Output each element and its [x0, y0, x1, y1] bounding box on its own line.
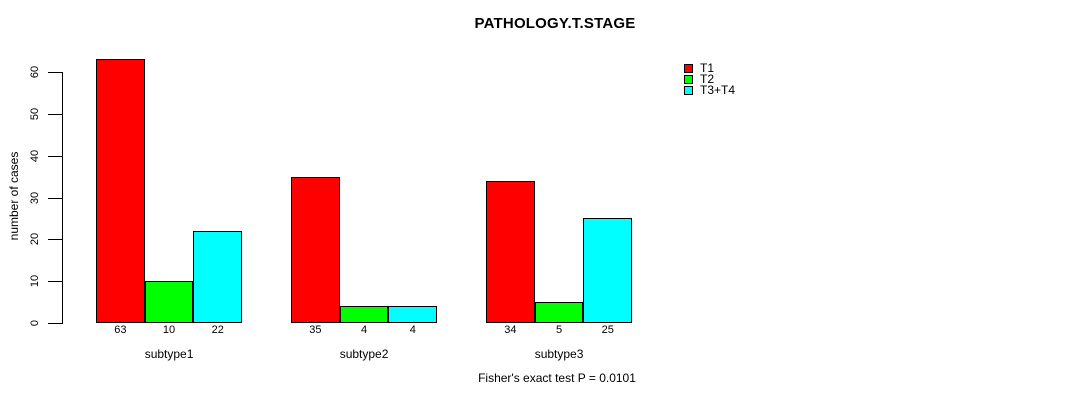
bar-T1-subtype1 [96, 59, 145, 323]
chart-title: PATHOLOGY.T.STAGE [474, 15, 636, 32]
legend-item-label: T2 [700, 72, 715, 86]
y-tick [48, 281, 62, 283]
y-tick [48, 72, 62, 73]
y-tick-label: 40 [29, 149, 41, 162]
y-tick-label: 10 [29, 275, 41, 288]
bar-value-label: 35 [309, 324, 322, 336]
y-tick [48, 239, 62, 241]
y-tick-label: 0 [29, 319, 41, 327]
bar-T3+T4-subtype3 [583, 218, 633, 323]
y-axis-line [62, 72, 63, 324]
y-tick [48, 113, 62, 115]
y-tick-label: 60 [29, 65, 41, 79]
category-label-subtype3: subtype3 [534, 347, 584, 361]
fisher-test-caption: Fisher's exact test P = 0.0101 [478, 371, 636, 385]
bar-T2-subtype2 [339, 306, 389, 323]
bar-T3+T4-subtype1 [193, 230, 243, 323]
legend-item-T2: T2 [684, 72, 754, 86]
legend-item-label: T1 [700, 61, 715, 75]
legend-item-T3+T4: T3+T4 [684, 83, 754, 97]
legend-color-swatch [684, 75, 693, 84]
bar-value-label: 4 [409, 324, 416, 336]
legend-color-swatch [684, 64, 693, 73]
category-label-subtype2: subtype2 [339, 347, 389, 361]
y-tick-label: 30 [29, 191, 41, 204]
bar-T3+T4-subtype2 [388, 306, 438, 323]
y-axis-label: number of cases [7, 151, 21, 241]
bar-value-label: 10 [162, 324, 176, 336]
bar-T1-subtype2 [291, 176, 340, 323]
y-tick [48, 197, 62, 199]
legend-color-swatch [684, 86, 693, 95]
category-label-subtype1: subtype1 [144, 347, 194, 361]
bar-T1-subtype3 [486, 180, 535, 323]
bar-value-label: 63 [114, 324, 127, 336]
bar-value-label: 34 [504, 324, 517, 336]
y-tick-label: 20 [29, 233, 41, 246]
bar-value-label: 4 [360, 324, 368, 336]
bar-value-label: 5 [555, 324, 563, 336]
bar-T2-subtype3 [534, 302, 584, 323]
legend-item-T1: T1 [684, 61, 754, 75]
bar-value-label: 25 [601, 324, 614, 336]
bar-value-label: 22 [211, 324, 224, 336]
y-tick [48, 155, 62, 157]
y-tick [48, 323, 62, 324]
bar-T2-subtype1 [144, 281, 194, 323]
y-tick-label: 50 [29, 107, 41, 120]
legend-item-label: T3+T4 [700, 83, 736, 97]
